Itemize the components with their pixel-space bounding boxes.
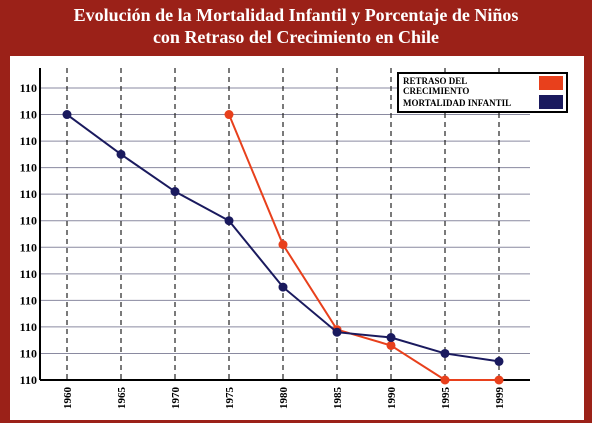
legend-swatch-mortalidad — [539, 95, 563, 109]
y-tick-label: 110 — [20, 81, 37, 95]
x-tick-label: 1975 — [224, 387, 236, 410]
data-point-mortalidad — [62, 110, 72, 120]
data-point-retraso — [386, 340, 396, 350]
chart-title: Evolución de la Mortalidad Infantil y Po… — [0, 4, 592, 48]
title-line-2: con Retraso del Crecimiento en Chile — [152, 27, 440, 47]
x-tick-label: 1970 — [170, 387, 182, 410]
data-point-retraso — [278, 240, 288, 250]
data-point-retraso — [440, 375, 450, 385]
data-point-mortalidad — [278, 282, 288, 292]
series-line-retraso — [228, 114, 499, 381]
data-point-retraso — [494, 375, 504, 385]
y-tick-label: 110 — [20, 240, 37, 254]
data-point-retraso — [224, 110, 234, 120]
legend-label-mortalidad: MORTALIDAD INFANTIL — [403, 98, 512, 108]
x-tick-label: 1980 — [278, 387, 290, 410]
x-tick-label: 1990 — [386, 387, 398, 410]
data-point-mortalidad — [440, 348, 450, 358]
y-tick-label: 110 — [20, 134, 37, 148]
y-tick-label: 110 — [20, 293, 37, 307]
data-point-mortalidad — [116, 149, 126, 159]
title-line-1: Evolución de la Mortalidad Infantil y Po… — [73, 5, 519, 25]
y-tick-label: 110 — [20, 214, 37, 228]
x-tick-label: 1960 — [62, 387, 74, 410]
legend: RETRASO DEL CRECIMIENTO MORTALIDAD INFAN… — [397, 72, 568, 113]
x-tick-label: 1999 — [494, 387, 506, 410]
y-tick-label: 110 — [20, 187, 37, 201]
data-point-mortalidad — [494, 356, 504, 366]
data-point-mortalidad — [386, 333, 396, 343]
y-tick-label: 110 — [20, 373, 37, 387]
x-tick-label: 1965 — [116, 387, 128, 410]
y-tick-label: 110 — [20, 320, 37, 334]
y-tick-label: 110 — [20, 161, 37, 175]
data-point-mortalidad — [332, 327, 342, 337]
legend-label-retraso-1: RETRASO DEL — [403, 76, 468, 86]
x-tick-label: 1985 — [332, 387, 344, 410]
data-point-mortalidad — [170, 187, 180, 197]
y-tick-label: 110 — [20, 267, 37, 281]
legend-swatch-retraso — [539, 76, 563, 90]
y-tick-label: 110 — [20, 346, 37, 360]
y-tick-label: 110 — [20, 108, 37, 122]
legend-label-retraso-2: CRECIMIENTO — [403, 86, 470, 96]
x-tick-label: 1995 — [440, 387, 452, 410]
data-point-mortalidad — [224, 216, 234, 226]
